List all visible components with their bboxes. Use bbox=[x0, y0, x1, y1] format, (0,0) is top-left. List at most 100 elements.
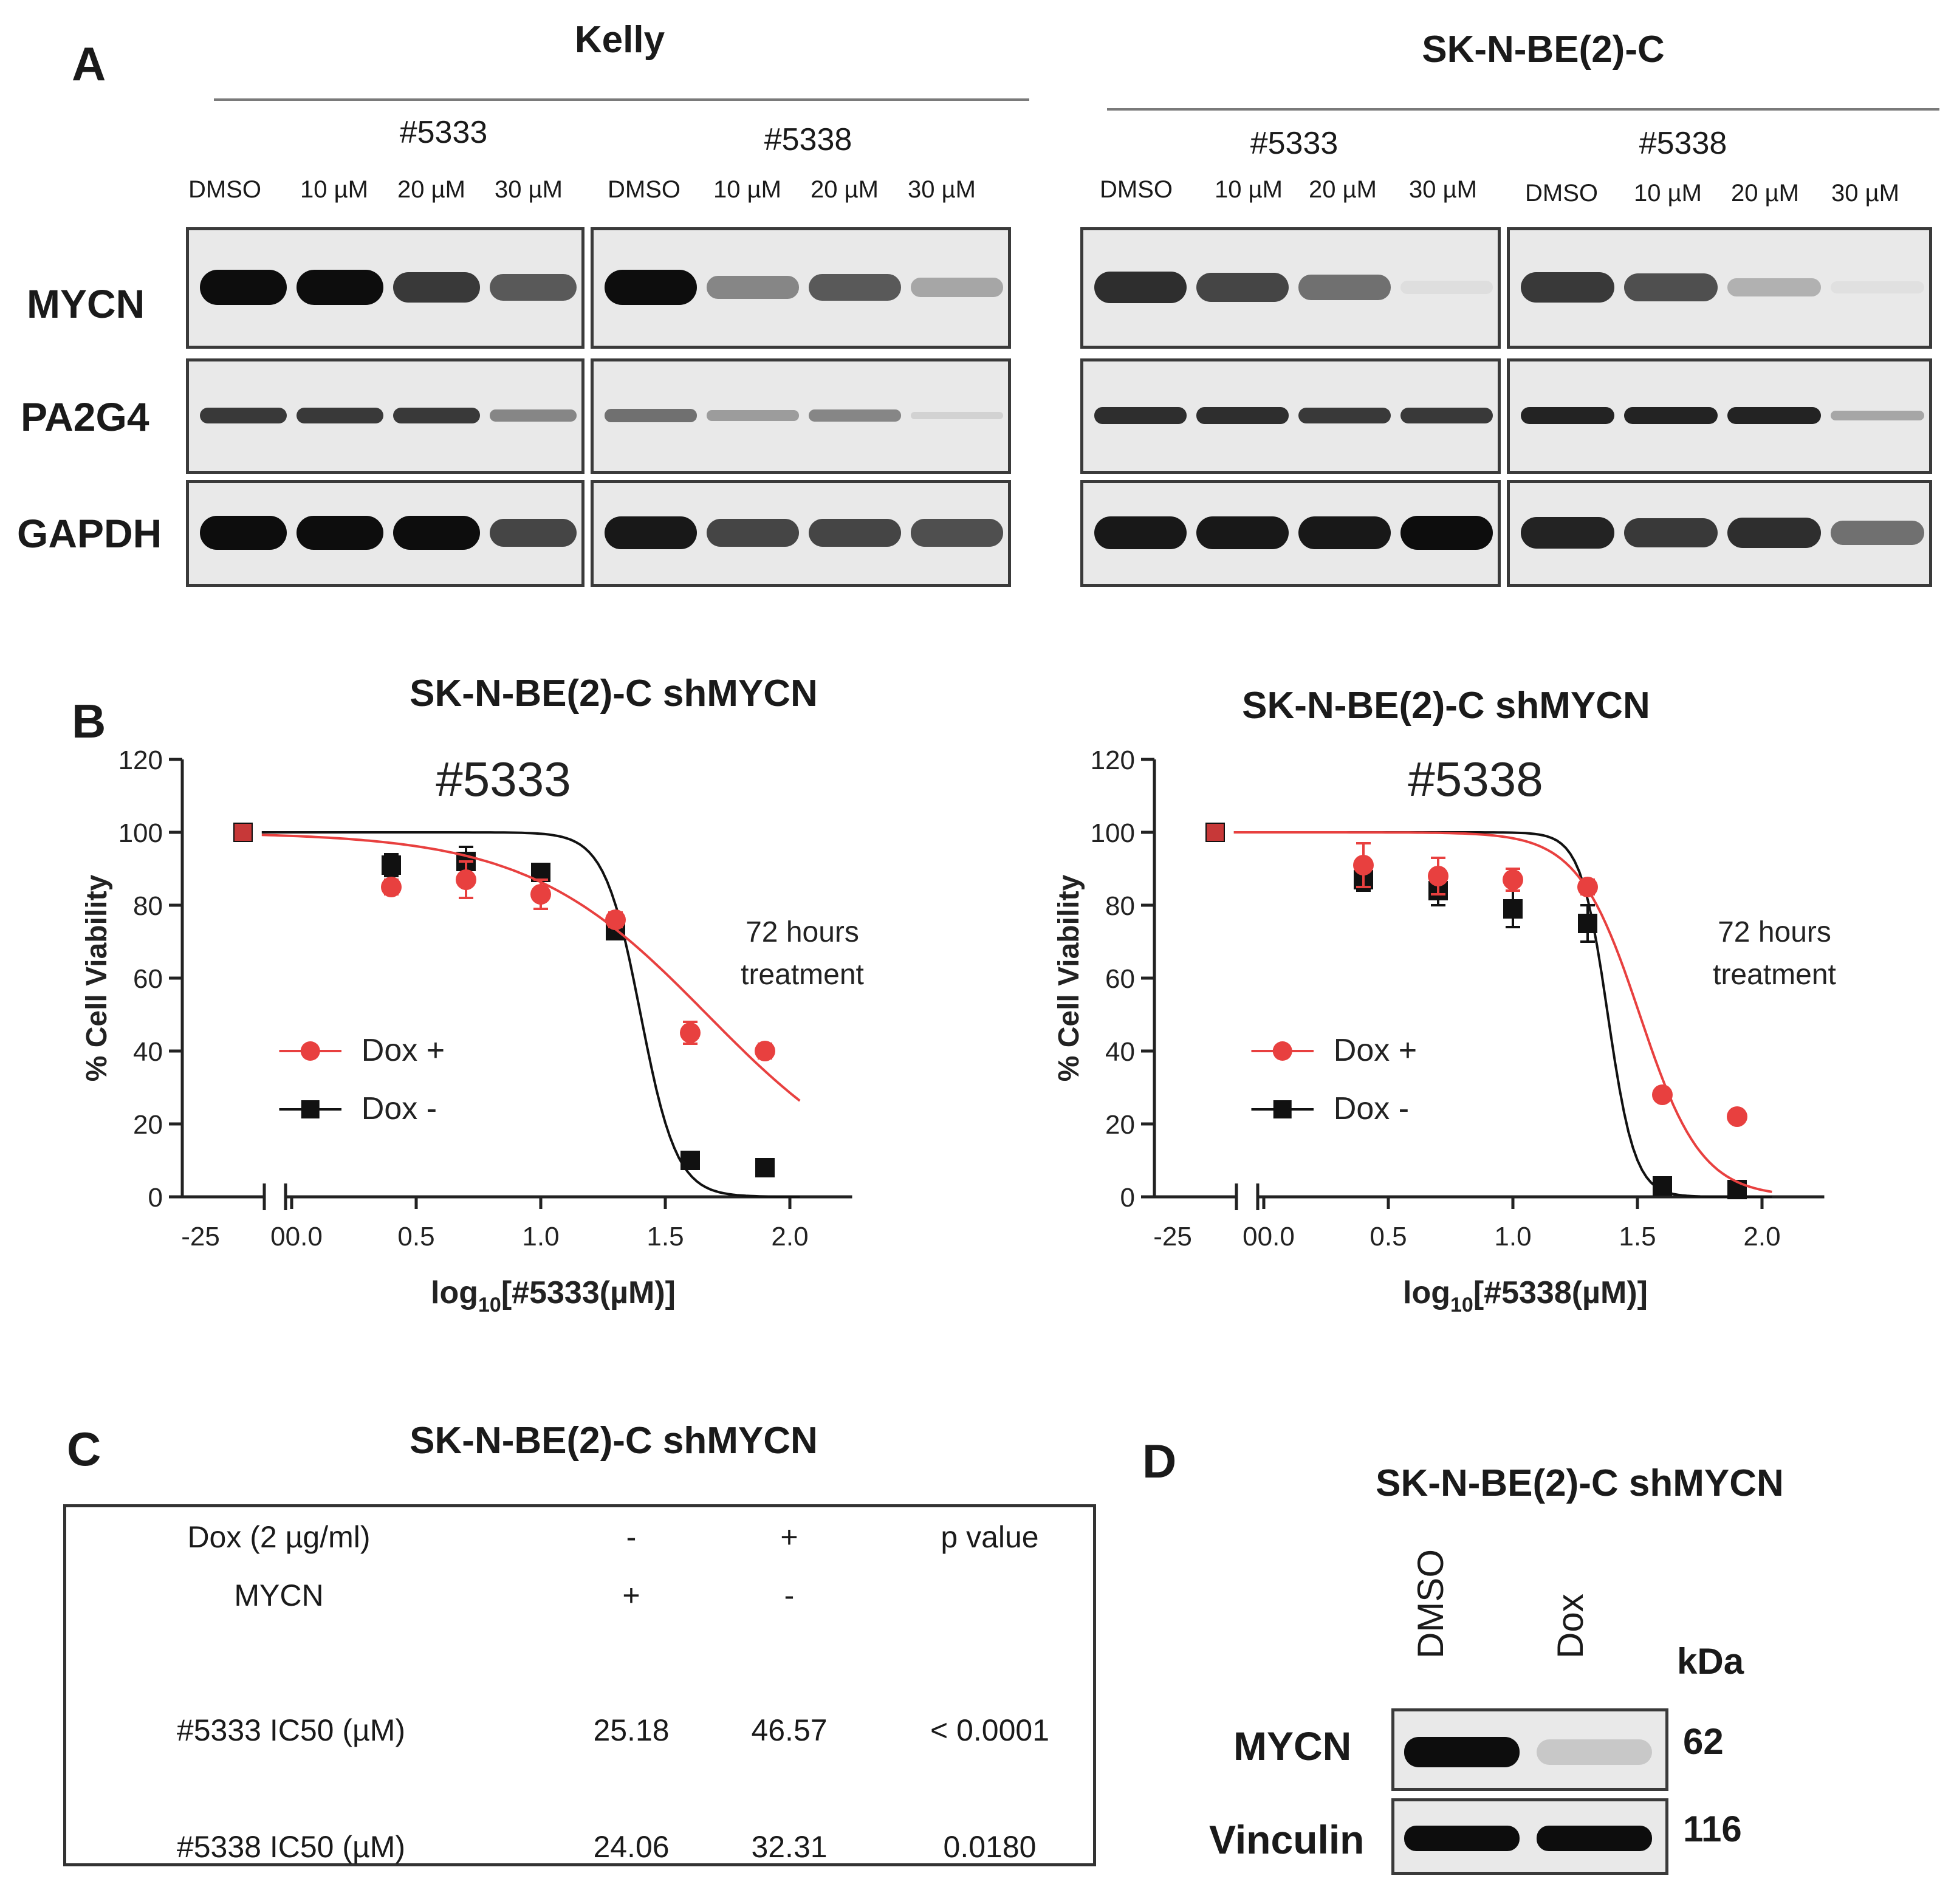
fit-curve bbox=[1233, 831, 1772, 1193]
blot-pa2g4 bbox=[1507, 358, 1932, 474]
data-point bbox=[381, 877, 402, 897]
y-tick-label: 40 bbox=[133, 1037, 163, 1067]
protein-label-gapdh: GAPDH bbox=[17, 511, 162, 556]
table-cell: #5333 IC50 (µM) bbox=[176, 1713, 406, 1747]
table-cell: 32.31 bbox=[751, 1830, 828, 1864]
blot-pa2g4 bbox=[591, 358, 1011, 474]
band bbox=[911, 278, 1003, 297]
table-cell: 24.06 bbox=[593, 1830, 670, 1864]
band bbox=[1521, 272, 1614, 303]
data-point bbox=[1578, 914, 1597, 933]
y-tick-label: 20 bbox=[133, 1110, 163, 1140]
band bbox=[297, 270, 383, 305]
blot-pa2g4 bbox=[1080, 358, 1501, 474]
kda-62: 62 bbox=[1683, 1721, 1724, 1762]
legend-label: Dox + bbox=[1334, 1033, 1417, 1068]
band bbox=[1196, 407, 1289, 424]
data-point bbox=[1207, 824, 1224, 841]
lane-label: 20 µM bbox=[1309, 176, 1377, 203]
band bbox=[1831, 410, 1924, 421]
lane-label: 30 µM bbox=[1831, 180, 1899, 207]
blot-gapdh bbox=[186, 480, 584, 587]
x-tick-label: 0.5 bbox=[1370, 1222, 1407, 1252]
lane-label: DMSO bbox=[188, 176, 261, 203]
y-tick-label: 20 bbox=[1105, 1110, 1135, 1140]
fit-curve bbox=[1233, 831, 1772, 1198]
viability-chart-5333: 0 20 40 60 80 100 120 -25 00.0 0.5 1.0 1.5 2.0 % Cell… bbox=[81, 745, 864, 1317]
band bbox=[605, 409, 697, 422]
table-cell: 46.57 bbox=[751, 1713, 828, 1747]
blot-pa2g4 bbox=[186, 358, 584, 474]
band bbox=[393, 407, 480, 424]
y-axis-label: % Cell Viability bbox=[81, 874, 113, 1081]
blot-gapdh bbox=[591, 480, 1011, 587]
band bbox=[1624, 518, 1718, 548]
band bbox=[1196, 272, 1289, 303]
x-tick-label: 0.5 bbox=[397, 1222, 434, 1252]
blot-d-vinculin bbox=[1391, 1798, 1668, 1875]
data-point bbox=[235, 824, 252, 841]
band bbox=[707, 410, 799, 421]
x-tick-label: 00.0 bbox=[270, 1222, 323, 1252]
band bbox=[1094, 271, 1187, 304]
data-point bbox=[382, 855, 401, 875]
table-cell: #5338 IC50 (µM) bbox=[176, 1830, 406, 1864]
band bbox=[1521, 516, 1614, 549]
lane-label: 10 µM bbox=[300, 176, 368, 203]
skn-5338-label: #5338 bbox=[1639, 126, 1727, 161]
band bbox=[297, 516, 383, 550]
band bbox=[1831, 521, 1924, 545]
x-axis-label: log10[#5338(µM)] bbox=[1403, 1275, 1648, 1317]
band bbox=[393, 516, 480, 550]
protein-label-mycn: MYCN bbox=[27, 281, 145, 326]
table-header-cell: MYCN bbox=[234, 1578, 324, 1612]
table-header-cell: + bbox=[780, 1520, 798, 1554]
x-tick-label: 1.5 bbox=[1619, 1222, 1656, 1252]
band bbox=[490, 409, 577, 422]
panel-c-letter: C bbox=[67, 1422, 101, 1476]
data-point bbox=[1653, 1176, 1672, 1196]
table-header-cell: + bbox=[622, 1578, 640, 1612]
band bbox=[1831, 281, 1924, 294]
y-tick-label: 0 bbox=[148, 1183, 163, 1213]
lane-label: 20 µM bbox=[811, 176, 879, 203]
chart2-title: SK-N-BE(2)-C shMYCN bbox=[1242, 685, 1650, 727]
x-tick-label: 2.0 bbox=[771, 1222, 808, 1252]
band bbox=[1537, 1826, 1652, 1851]
x-tick-label: -25 bbox=[181, 1222, 220, 1252]
lane-label-dox: Dox bbox=[1550, 1594, 1591, 1659]
band bbox=[1298, 407, 1391, 424]
x-tick-label: 2.0 bbox=[1743, 1222, 1780, 1252]
compound-annotation: #5333 bbox=[436, 752, 571, 806]
y-tick-label: 0 bbox=[1120, 1183, 1135, 1213]
skn-header: SK-N-BE(2)-C bbox=[1422, 29, 1665, 70]
lane-label: 30 µM bbox=[1409, 176, 1477, 203]
blot-d-mycn bbox=[1391, 1708, 1668, 1791]
panel-b-letter: B bbox=[72, 694, 106, 748]
data-point bbox=[755, 1041, 775, 1061]
y-tick-label: 40 bbox=[1105, 1037, 1135, 1067]
legend-marker bbox=[300, 1041, 320, 1061]
kda-116: 116 bbox=[1683, 1809, 1742, 1849]
x-tick-label: 00.0 bbox=[1243, 1222, 1295, 1252]
band bbox=[1298, 275, 1391, 300]
panel-d-protein-mycn: MYCN bbox=[1233, 1724, 1352, 1769]
band bbox=[297, 407, 383, 424]
band bbox=[200, 407, 287, 424]
panel-d-letter: D bbox=[1142, 1434, 1177, 1488]
data-point bbox=[456, 869, 476, 890]
blot-mycn bbox=[186, 227, 584, 349]
band bbox=[490, 518, 577, 547]
ic50-table: Dox (2 µg/ml) - + p value MYCN + - #5333… bbox=[63, 1504, 1096, 1866]
lane-label: 20 µM bbox=[397, 176, 465, 203]
band bbox=[1624, 406, 1718, 425]
blot-mycn bbox=[591, 227, 1011, 349]
lane-label: DMSO bbox=[1525, 180, 1598, 207]
x-tick-label: 1.0 bbox=[1494, 1222, 1531, 1252]
band bbox=[1400, 516, 1493, 550]
treatment-note: 72 hours bbox=[1718, 916, 1831, 948]
table-title: SK-N-BE(2)-C shMYCN bbox=[410, 1420, 818, 1462]
table-header-cell: p value bbox=[941, 1520, 1039, 1554]
x-tick-label: -25 bbox=[1153, 1222, 1192, 1252]
band bbox=[707, 518, 799, 547]
